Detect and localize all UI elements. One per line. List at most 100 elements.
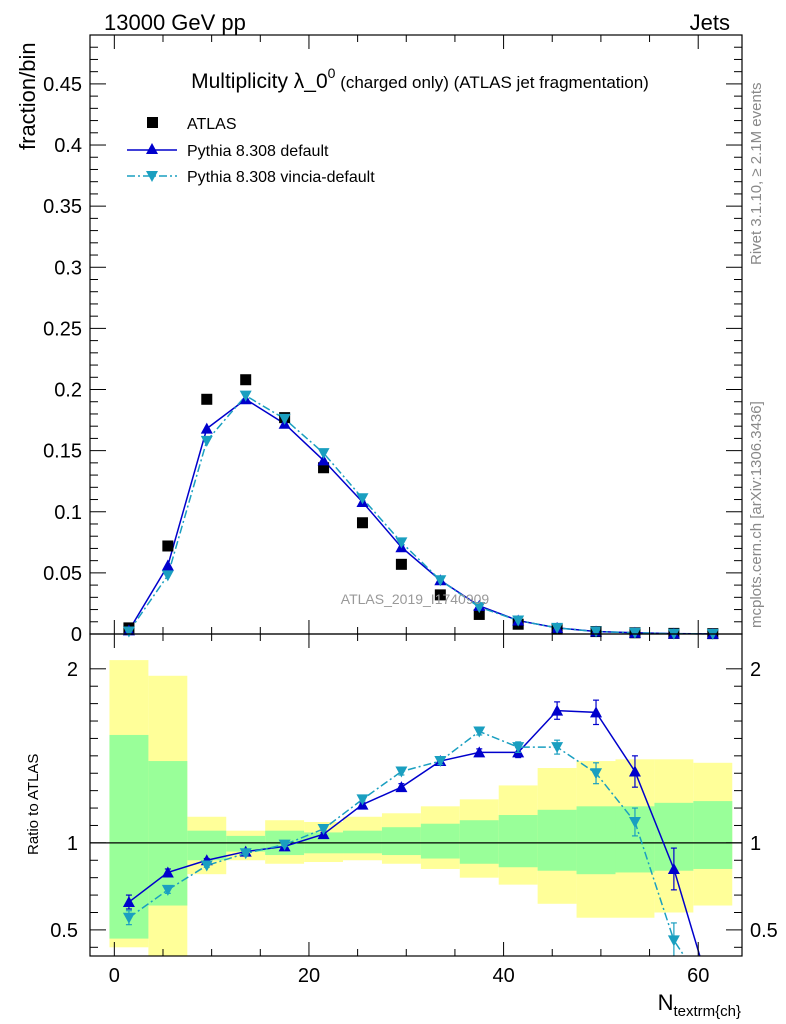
main-ytick-label-1: 0.05: [43, 563, 82, 585]
atlas-point-2: [201, 393, 213, 405]
band-green-15: [693, 801, 733, 869]
ratio-ytick-label-left-1: 1: [67, 833, 78, 855]
main-panel: 0 0.05 0.1 0.15 0.2 0.25 0.3 0.35 0.4 0.45 Multip…: [15, 34, 743, 646]
default-ratio-point-1: [161, 866, 174, 878]
vincia-ratio-point-7: [395, 766, 408, 778]
vincia-main-point-8: [434, 575, 447, 587]
vincia-main-point-4: [278, 413, 291, 425]
vincia-ratio-point-13: [628, 816, 641, 828]
vincia-main-line: [128, 394, 713, 635]
vincia-ratio-point-1: [161, 884, 174, 896]
vincia-main-point-9: [473, 602, 486, 614]
main-title-text: Multiplicity λ_0: [191, 70, 328, 93]
legend-label-default: Pythia 8.308 default: [187, 143, 329, 160]
band-green-12: [576, 806, 616, 875]
main-ytick-label-5: 0.25: [43, 318, 82, 340]
xlabel: Ntextrm{ch}: [658, 990, 741, 1020]
band-green-3: [226, 835, 266, 852]
ratio-frame: [89, 633, 743, 957]
vincia-ratio-point-11: [551, 742, 564, 754]
main-ytick-label-6: 0.3: [54, 257, 82, 279]
vincia-ratio-point-2: [200, 860, 213, 872]
vincia-main-point-10: [512, 615, 525, 627]
ratio-panel: 0 20 40 60 0.5 0.5 1 1 2 2 Ratio to ATLAS Ntextrm…: [25, 633, 778, 1020]
default-main-point-5: [317, 454, 330, 466]
atlas-point-1: [162, 540, 174, 552]
vincia-ratio-point-6: [356, 794, 369, 806]
x-tick-label-60: 60: [687, 965, 709, 987]
default-ratio-point-14: [667, 862, 680, 874]
ratio-bands: [90, 660, 742, 956]
vincia-main-point-6: [356, 493, 369, 505]
vincia-main-point-12: [590, 626, 603, 638]
default-ratio-line: [128, 709, 701, 956]
default-ratio-point-7: [395, 781, 408, 793]
xlabel-sub: textrm{ch}: [673, 1003, 741, 1020]
band-green-10: [498, 815, 538, 868]
default-ratio-point-13: [628, 765, 641, 777]
ratio-ytick-label-right-1: 1: [750, 833, 761, 855]
band-green-7: [381, 827, 421, 856]
ratio-ytick-label-right-2: 2: [750, 659, 761, 681]
atlas-point-9: [473, 608, 485, 620]
vincia-main-point-7: [395, 537, 408, 549]
legend-label-atlas: ATLAS: [187, 116, 237, 133]
vincia-main-point-1: [161, 570, 174, 582]
ratio-marks: [122, 699, 701, 956]
main-ytick-label-8: 0.4: [54, 135, 82, 157]
vincia-ratio-point-12: [590, 768, 603, 780]
atlas-point-8: [434, 589, 446, 601]
band-green-1: [148, 761, 188, 906]
vincia-ratio-point-3: [239, 848, 252, 860]
main-ytick-label-7: 0.35: [43, 196, 82, 218]
atlas-point-6: [356, 517, 368, 529]
vincia-ratio-point-5: [317, 823, 330, 835]
default-ratio-point-12: [590, 706, 603, 718]
atlas-point-7: [395, 558, 407, 570]
band-green-11: [537, 809, 577, 871]
x-tick-label-40: 40: [492, 965, 514, 987]
main-ytick-label-9: 0.45: [43, 74, 82, 96]
vincia-ratio-point-9: [473, 726, 486, 738]
default-ratio-point-9: [473, 746, 486, 758]
vincia-main-point-2: [200, 435, 213, 447]
watermark: ATLAS_2019_I1740909: [341, 591, 490, 607]
main-ytick-label-3: 0.15: [43, 441, 82, 463]
rivet-label: Rivet 3.1.10, ≥ 2.1M events: [748, 83, 765, 266]
main-ytick-label-4: 0.2: [54, 380, 82, 402]
main-ytick-label-0: 0: [71, 624, 82, 646]
vincia-ratio-point-0: [122, 912, 135, 924]
band-green-8: [420, 823, 460, 859]
legend-marker-default: [146, 143, 158, 154]
default-main-point-1: [161, 559, 174, 571]
xlabel-main: N: [658, 990, 674, 1015]
atlas-point-5: [318, 462, 330, 474]
ratio-ylabel: Ratio to ATLAS: [25, 754, 42, 855]
vincia-main-point-0: [122, 626, 135, 638]
legend-marker-vincia: [146, 171, 158, 182]
main-ylabel: fraction/bin: [15, 42, 40, 150]
main-title-suffix: (charged only) (ATLAS jet fragmentation): [335, 73, 648, 92]
atlas-point-3: [240, 374, 252, 386]
main-title: Multiplicity λ_00 (charged only) (ATLAS …: [191, 65, 649, 93]
ratio-ytick-label-left-2: 2: [67, 659, 78, 681]
vincia-ratio-point-8: [434, 756, 447, 768]
vincia-main-point-11: [551, 622, 564, 634]
vincia-main-point-3: [239, 390, 252, 402]
vincia-ratio-line: [128, 730, 686, 956]
legend-marker-atlas: [147, 117, 158, 128]
band-green-9: [459, 820, 499, 864]
header-left: 13000 GeV pp: [104, 10, 246, 35]
vincia-main-point-13: [628, 627, 641, 639]
header-right: Jets: [690, 10, 730, 35]
band-green-6: [343, 830, 382, 854]
main-title-sup: 0: [328, 65, 336, 81]
legend: ATLAS Pythia 8.308 default Pythia 8.308 …: [127, 116, 375, 186]
vincia-ratio-point-10: [512, 742, 525, 754]
main-ytick-label-2: 0.1: [54, 502, 82, 524]
vincia-ratio-point-14: [667, 935, 680, 947]
legend-label-vincia: Pythia 8.308 vincia-default: [187, 169, 375, 186]
main-axes: 0 0.05 0.1 0.15 0.2 0.25 0.3 0.35 0.4 0.45: [43, 34, 743, 646]
x-tick-label-20: 20: [298, 965, 320, 987]
